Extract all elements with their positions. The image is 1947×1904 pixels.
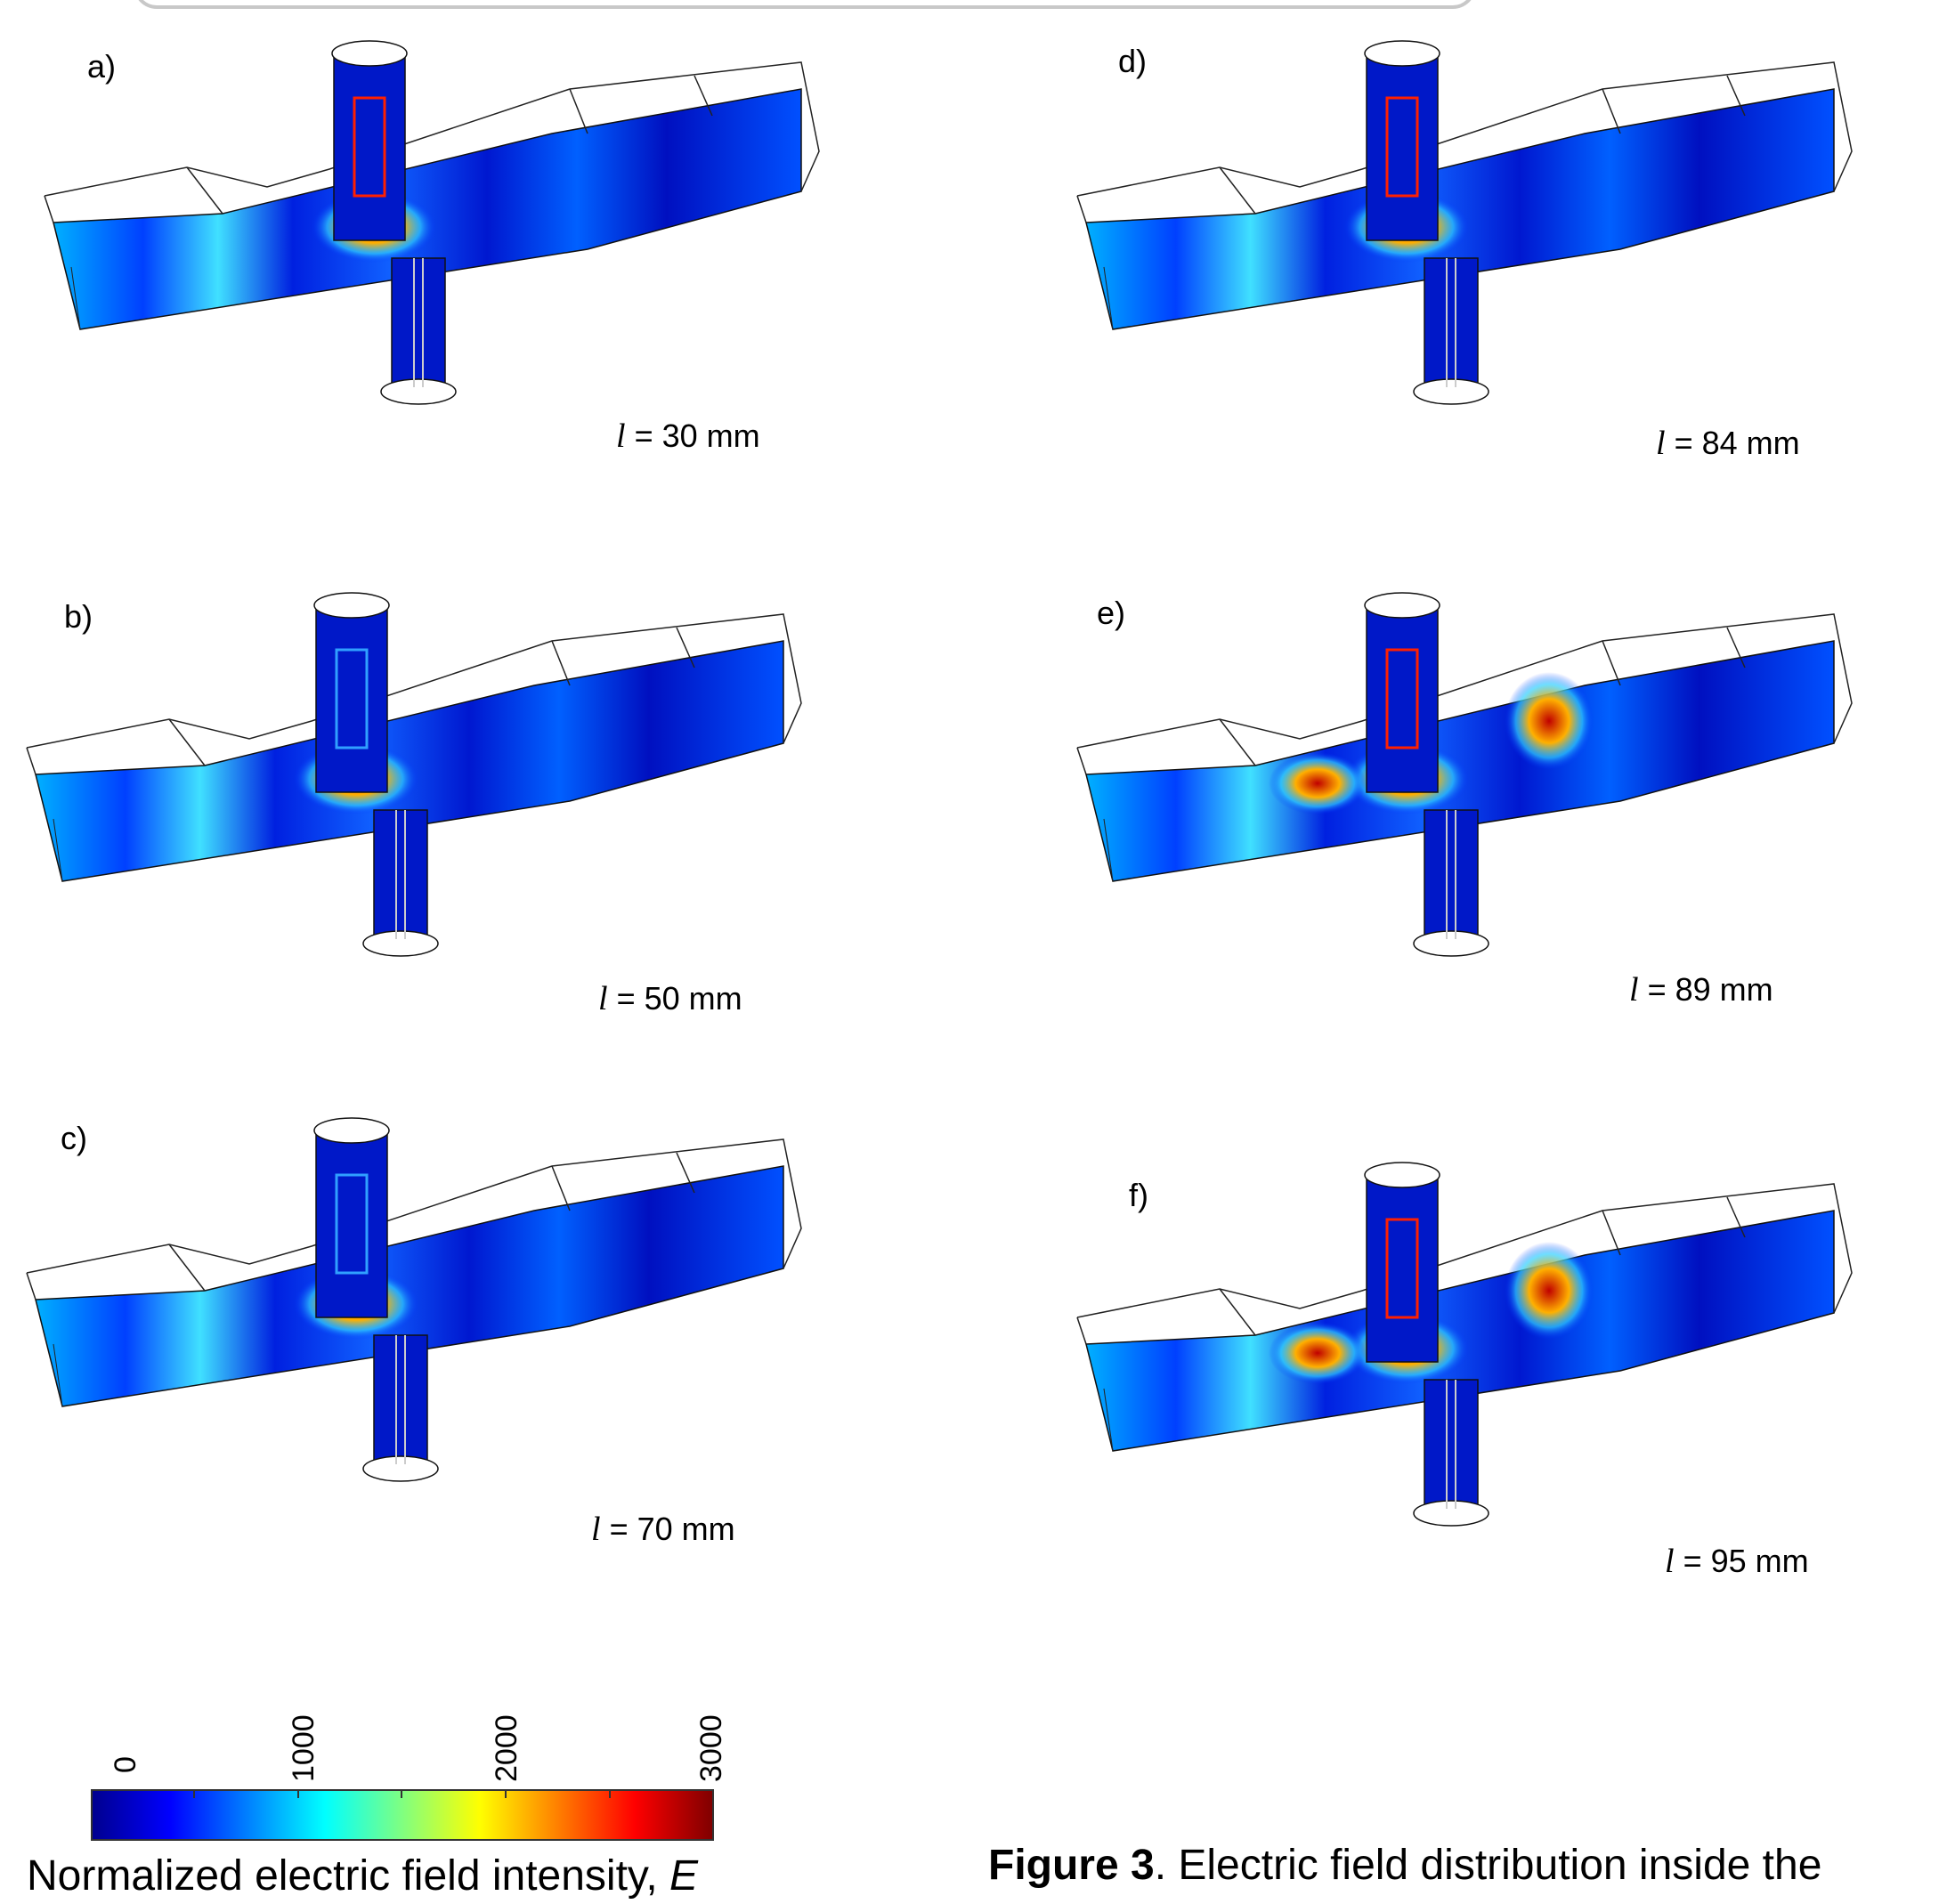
- field-hotspot: [1505, 1242, 1594, 1340]
- length-symbol: l: [591, 1511, 601, 1548]
- field-plot-b: [26, 592, 802, 957]
- colorbar-tick-label: 2000: [490, 1714, 523, 1782]
- length-value: = 70 mm: [609, 1511, 735, 1547]
- length-value: = 50 mm: [616, 980, 742, 1017]
- colorbar-tick: [609, 1789, 611, 1798]
- colorbar-tick-label: 3000: [694, 1714, 728, 1782]
- length-value: = 84 mm: [1674, 425, 1800, 461]
- coaxial-probe: [331, 40, 457, 405]
- length-symbol: l: [598, 980, 608, 1017]
- field-plot-a: [44, 40, 820, 405]
- length-value: = 30 mm: [634, 417, 760, 454]
- colorbar-tick: [505, 1789, 507, 1798]
- waveguide-shape: [1076, 1183, 1853, 1452]
- figure-caption: Figure 3. Electric field distribution in…: [988, 1841, 1821, 1890]
- colorbar: 0 1000 2000 3000: [91, 1691, 728, 1843]
- top-border-bar: [134, 0, 1476, 9]
- coaxial-probe: [1364, 1162, 1489, 1527]
- panel-label: a): [87, 48, 117, 85]
- length-symbol: l: [1665, 1543, 1675, 1580]
- coaxial-probe: [313, 1117, 439, 1482]
- colorbar-tick-label: 0: [109, 1756, 142, 1773]
- panel-label: d): [1118, 43, 1148, 79]
- panel-a: a) l = 30 mm: [18, 36, 908, 570]
- panel-label: f): [1129, 1177, 1148, 1213]
- length-label: l = 50 mm: [598, 979, 742, 1018]
- colorbar-gradient: [91, 1789, 714, 1841]
- panel-label: e): [1097, 595, 1126, 631]
- colorbar-title-symbol: E: [669, 1852, 699, 1900]
- colorbar-title-text: Normalized electric field intensity,: [27, 1852, 658, 1900]
- length-label: l = 89 mm: [1629, 970, 1773, 1009]
- panel-d: d) l = 84 mm: [1051, 36, 1941, 570]
- colorbar-tick: [193, 1789, 195, 1798]
- length-symbol: l: [616, 417, 626, 455]
- panel-label: c): [61, 1120, 87, 1156]
- caption-text: . Electric field distribution inside the: [1154, 1842, 1822, 1889]
- panel-c: c) l = 70 mm: [0, 1113, 890, 1647]
- length-label: l = 70 mm: [591, 1510, 735, 1549]
- length-label: l = 30 mm: [616, 417, 760, 456]
- length-label: l = 84 mm: [1656, 424, 1800, 463]
- colorbar-tick: [401, 1789, 402, 1798]
- coaxial-probe: [313, 592, 439, 957]
- field-hotspot: [1269, 752, 1367, 814]
- panel-b: b) l = 50 mm: [0, 587, 890, 1122]
- panel-f: f) l = 95 mm: [1051, 1157, 1941, 1691]
- coaxial-probe: [1364, 40, 1489, 405]
- field-hotspot: [1269, 1322, 1367, 1384]
- colorbar-tick-label: 1000: [287, 1714, 320, 1782]
- panel-label: b): [64, 598, 93, 635]
- colorbar-title: Normalized electric field intensity, E: [27, 1851, 698, 1900]
- length-symbol: l: [1629, 971, 1639, 1009]
- length-label: l = 95 mm: [1665, 1542, 1809, 1581]
- panel-e: e) l = 89 mm: [1051, 587, 1941, 1122]
- field-plot-d: [1076, 40, 1853, 405]
- field-hotspot: [1505, 672, 1594, 770]
- length-value: = 95 mm: [1683, 1543, 1809, 1579]
- field-plot-c: [26, 1117, 802, 1482]
- colorbar-tick: [297, 1789, 299, 1798]
- field-plot-e: [1076, 592, 1853, 957]
- field-plot-f: [1076, 1162, 1853, 1527]
- caption-figure-number: Figure 3: [988, 1842, 1155, 1889]
- coaxial-probe: [1364, 592, 1489, 957]
- length-value: = 89 mm: [1647, 971, 1773, 1008]
- length-symbol: l: [1656, 425, 1666, 462]
